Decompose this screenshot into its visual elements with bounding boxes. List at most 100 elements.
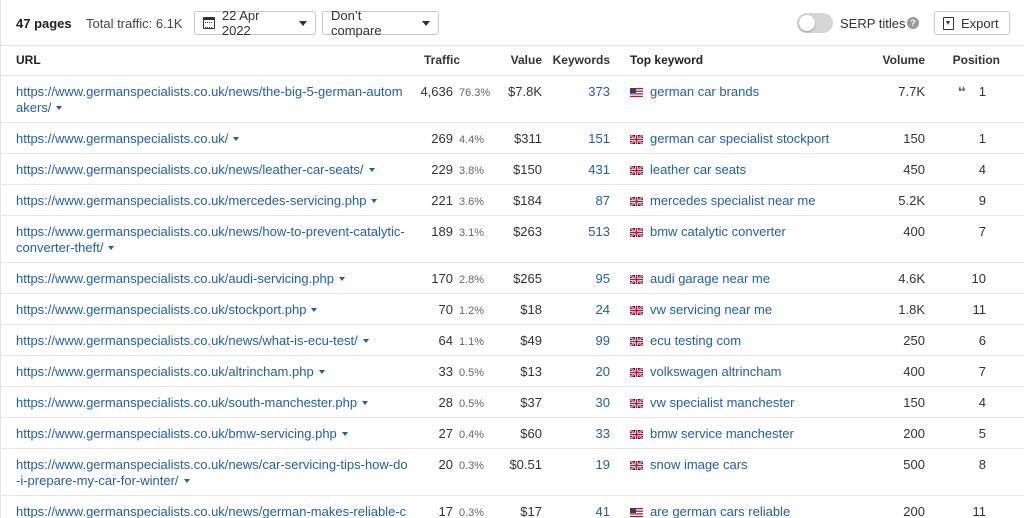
keywords-link[interactable]: 373 [588, 83, 610, 99]
us-flag-icon [630, 505, 643, 517]
table-row: https://www.germanspecialists.co.uk/news… [0, 324, 1024, 356]
chevron-down-icon[interactable] [318, 370, 325, 375]
col-header-value[interactable]: Value [495, 46, 542, 76]
url-link[interactable]: https://www.germanspecialists.co.uk/bmw-… [16, 425, 337, 441]
traffic-cell: 28 0.5% [415, 386, 495, 418]
top-keyword-link[interactable]: vw servicing near me [650, 301, 773, 317]
table-row: https://www.germanspecialists.co.uk/altr… [0, 355, 1024, 387]
traffic-cell: 64 1.1% [415, 324, 495, 356]
col-header-url[interactable]: URL [0, 46, 415, 76]
value-cell: $18 [495, 293, 542, 325]
top-keyword-link[interactable]: german car brands [650, 83, 760, 99]
url-cell: https://www.germanspecialists.co.uk/altr… [0, 355, 415, 387]
col-header-top-keyword[interactable]: Top keyword [610, 46, 860, 76]
keywords-link[interactable]: 151 [588, 130, 610, 146]
url-link[interactable]: https://www.germanspecialists.co.uk/merc… [16, 192, 367, 208]
url-link[interactable]: https://www.germanspecialists.co.uk/audi… [16, 270, 334, 286]
keywords-link[interactable]: 99 [595, 332, 610, 348]
chevron-down-icon[interactable] [311, 308, 318, 313]
keywords-cell: 95 [542, 262, 610, 294]
compare-dropdown[interactable]: Don’t compare [322, 8, 439, 38]
url-link[interactable]: https://www.germanspecialists.co.uk/news… [16, 332, 358, 348]
top-keyword-link[interactable]: mercedes specialist near me [650, 192, 816, 208]
col-header-volume[interactable]: Volume [860, 46, 925, 76]
traffic-cell: 20 0.3% [415, 448, 495, 496]
keywords-link[interactable]: 431 [588, 161, 610, 177]
keywords-link[interactable]: 513 [588, 223, 610, 239]
url-link[interactable]: https://www.germanspecialists.co.uk/news… [16, 83, 403, 115]
url-link[interactable]: https://www.germanspecialists.co.uk/ [16, 130, 229, 146]
top-keyword-link[interactable]: ecu testing com [650, 332, 742, 348]
keywords-link[interactable]: 19 [595, 456, 610, 472]
serp-titles-toggle[interactable] [797, 13, 833, 33]
url-cell: https://www.germanspecialists.co.uk/news… [0, 495, 415, 518]
col-header-keywords[interactable]: Keywords [542, 46, 610, 76]
value-cell: $184 [495, 184, 542, 216]
table-row: https://www.germanspecialists.co.uk/merc… [0, 184, 1024, 216]
keywords-link[interactable]: 87 [595, 192, 610, 208]
top-keyword-link[interactable]: leather car seats [650, 161, 747, 177]
value-cell: $37 [495, 386, 542, 418]
volume-cell: 450 [860, 153, 925, 185]
keywords-link[interactable]: 24 [595, 301, 610, 317]
top-keyword-link[interactable]: bmw catalytic converter [650, 223, 786, 239]
keywords-cell: 87 [542, 184, 610, 216]
url-link[interactable]: https://www.germanspecialists.co.uk/altr… [16, 363, 314, 379]
top-keyword-link[interactable]: vw specialist manchester [650, 394, 795, 410]
url-link[interactable]: https://www.germanspecialists.co.uk/news… [16, 161, 364, 177]
position-value: 4 [978, 161, 986, 177]
keywords-cell: 20 [542, 355, 610, 387]
chevron-down-icon[interactable] [233, 137, 240, 142]
chevron-down-icon[interactable] [56, 106, 63, 111]
top-keyword-link[interactable]: snow image cars [650, 456, 748, 472]
keywords-link[interactable]: 20 [595, 363, 610, 379]
top-keyword-link[interactable]: bmw service manchester [650, 425, 794, 441]
position-value: 7 [978, 223, 986, 239]
position-cell: 11 [925, 495, 1024, 518]
position-value: 9 [978, 192, 986, 208]
url-link[interactable]: https://www.germanspecialists.co.uk/news… [16, 503, 407, 518]
traffic-percent: 2.8% [459, 273, 485, 286]
col-header-traffic[interactable]: Traffic [415, 46, 495, 76]
chevron-down-icon [422, 20, 430, 26]
help-icon[interactable]: ? [907, 17, 919, 29]
position-value: 4 [978, 394, 986, 410]
chevron-down-icon[interactable] [341, 432, 348, 437]
top-keyword-link[interactable]: audi garage near me [650, 270, 770, 286]
value-cell: $13 [495, 355, 542, 387]
uk-flag-icon [629, 272, 644, 285]
top-keyword-link[interactable]: volkswagen altrincham [650, 363, 782, 379]
date-picker-button[interactable]: 22 Apr 2022 [194, 8, 316, 38]
chevron-down-icon[interactable] [368, 168, 375, 173]
keywords-link[interactable]: 95 [595, 270, 610, 286]
url-link[interactable]: https://www.germanspecialists.co.uk/news… [16, 456, 408, 488]
export-button[interactable]: Export [934, 11, 1010, 35]
chevron-down-icon[interactable] [362, 339, 369, 344]
position-value: 1 [978, 83, 986, 99]
top-keyword-link[interactable]: german car specialist stockport [650, 130, 830, 146]
traffic-value: 28 [438, 394, 453, 410]
traffic-cell: 27 0.4% [415, 417, 495, 449]
url-link[interactable]: https://www.germanspecialists.co.uk/stoc… [16, 301, 307, 317]
url-link[interactable]: https://www.germanspecialists.co.uk/news… [16, 223, 405, 255]
url-link[interactable]: https://www.germanspecialists.co.uk/sout… [16, 394, 358, 410]
url-cell: https://www.germanspecialists.co.uk/news… [0, 75, 415, 123]
date-label: 22 Apr 2022 [221, 8, 260, 38]
keywords-cell: 513 [542, 215, 610, 263]
chevron-down-icon[interactable] [338, 277, 345, 282]
position-cell: 4 [925, 153, 1024, 185]
top-keyword-cell: german car brands [610, 75, 860, 123]
top-keyword-link[interactable]: are german cars reliable [650, 503, 791, 518]
uk-flag-icon [629, 396, 644, 409]
traffic-value: 221 [431, 192, 453, 208]
chevron-down-icon[interactable] [371, 199, 378, 204]
keywords-link[interactable]: 30 [595, 394, 610, 410]
position-cell: 7 [925, 215, 1024, 263]
keywords-link[interactable]: 41 [595, 503, 610, 518]
chevron-down-icon[interactable] [183, 479, 190, 484]
keywords-link[interactable]: 33 [595, 425, 610, 441]
chevron-down-icon[interactable] [362, 401, 369, 406]
chevron-down-icon[interactable] [108, 246, 115, 251]
col-header-position[interactable]: Position [925, 46, 1024, 76]
uk-flag-icon [629, 303, 644, 316]
